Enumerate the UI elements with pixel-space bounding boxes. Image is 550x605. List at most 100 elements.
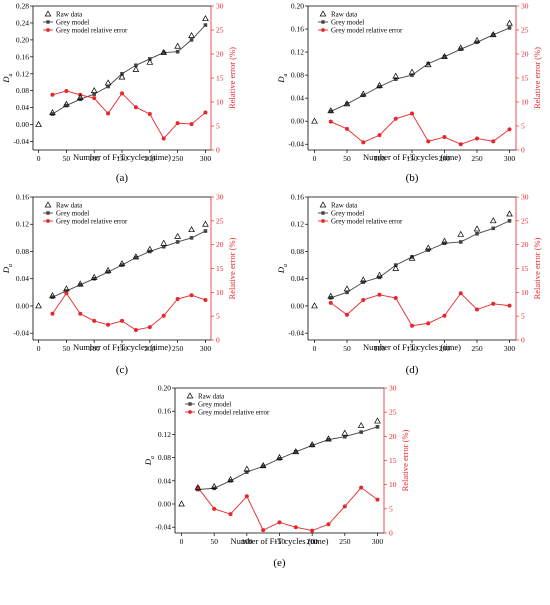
relative-error-point [203,297,208,302]
relative-error-point [491,301,496,306]
raw-data-point [76,280,84,287]
x-tick-label: 300 [200,154,212,163]
raw-data-point [63,100,70,107]
x-tick-label: 250 [471,154,483,163]
y2-tick-label: 25 [521,216,529,225]
x-tick-label: 100 [89,154,101,163]
raw-data-point [376,271,383,278]
raw-data-point [259,462,267,469]
grey-model-point [277,456,282,461]
relative-error-point [203,110,208,115]
grey-model-point [294,450,298,454]
legend-error-marker [321,219,325,223]
y-axis-title-base: D [1,266,11,274]
grey-model-point [361,93,366,98]
legend-raw-marker [319,10,327,17]
legend-label: Grey model relative error [56,27,128,35]
grey-model-point [203,23,208,27]
raw-data-point [63,285,70,292]
grey-model-point [175,49,180,54]
y2-tick-label: 0 [389,529,393,538]
grey-model-point [50,295,55,299]
x-tick-label: 200 [307,537,319,546]
y-tick-label: 0.12 [16,220,29,229]
x-tick-label: 100 [374,154,386,163]
raw-data-point [188,31,195,38]
relative-error-point [161,136,166,141]
raw-data-point [104,266,112,273]
y2-tick-label: 30 [216,193,224,202]
raw-data-point [359,276,367,283]
raw-data-point [441,237,448,244]
x-axis-title: Number of F-T cycles (time) [363,152,461,162]
grey-model-point [203,229,208,233]
y2-tick-label: 0 [521,146,525,155]
raw-data-point [174,232,181,239]
y-tick-label: 0.04 [16,274,29,283]
grey-model-point [106,84,110,89]
raw-data-point [174,42,181,49]
grey-model-point [106,270,110,274]
relative-error-point [78,311,83,316]
raw-data-point [132,65,140,72]
legend-label: Raw data [198,393,225,401]
y-axis-title: Da [276,264,289,274]
relative-error-point [175,297,180,302]
y-tick-label: 0.12 [291,220,304,229]
raw-data-point [457,44,465,51]
grey-model-point [92,276,96,281]
y-tick-label: 0.04 [158,476,171,485]
relative-error-point [92,96,97,101]
y-tick-label: 0.12 [16,69,29,78]
raw-data-point [132,253,140,260]
relative-error-point [507,127,512,132]
legend-label: Grey model [198,401,231,409]
x-tick-label: 50 [343,344,351,353]
grey-model-line [52,230,206,298]
legend-label: Raw data [331,11,358,19]
legend-label: Raw data [56,11,83,19]
raw-data-point [35,120,42,127]
y2-tick-label: 0 [521,336,525,345]
relative-error-point [361,297,366,302]
raw-data-point [325,435,332,442]
y-axis-title-sub: a [8,264,14,267]
grey-model-point [359,430,363,434]
y2-tick-label: 30 [521,2,529,11]
y-tick-label: 0.20 [291,2,304,11]
y-tick-label: 0.08 [158,453,171,462]
y2-tick-label: 5 [216,122,220,131]
grey-model-point [343,434,347,439]
relative-error-point [293,525,298,530]
x-tick-label: 200 [439,344,451,353]
relative-error-point [442,313,447,318]
relative-error-point [310,528,315,533]
y2-axis-title: Relative error (%) [400,429,410,491]
y2-tick-label: 30 [216,2,224,11]
legend-label: Grey model [56,210,89,218]
y-tick-label: 0.00 [291,117,304,126]
panel-label: (c) [116,364,129,376]
relative-error-point [410,111,414,116]
chart-panel-d: 0 50 100 150 200 250 300-0.040.000.040.080.120… [276,193,542,377]
x-tick-label: 200 [144,344,156,353]
y2-tick-label: 15 [521,74,529,83]
raw-data-point [194,484,202,491]
y2-tick-label: 25 [216,216,224,225]
raw-data-point [343,100,351,107]
relative-error-point [189,293,194,298]
raw-data-point [506,210,513,217]
y-axis-title-base: D [276,266,286,274]
relative-error-point [442,135,447,140]
grey-model-point [134,63,138,68]
relative-error-point [345,126,349,131]
relative-error-point [212,506,217,511]
x-axis-title: Number of F-T cycles (time) [363,342,461,352]
y-tick-label: -0.04 [288,329,304,338]
y-tick-label: 0.16 [291,193,304,202]
grey-model-point [475,231,479,236]
y2-tick-label: 10 [216,98,224,107]
y2-tick-label: 30 [389,384,397,393]
relative-error-point [377,133,382,138]
grey-model-point [345,290,349,295]
